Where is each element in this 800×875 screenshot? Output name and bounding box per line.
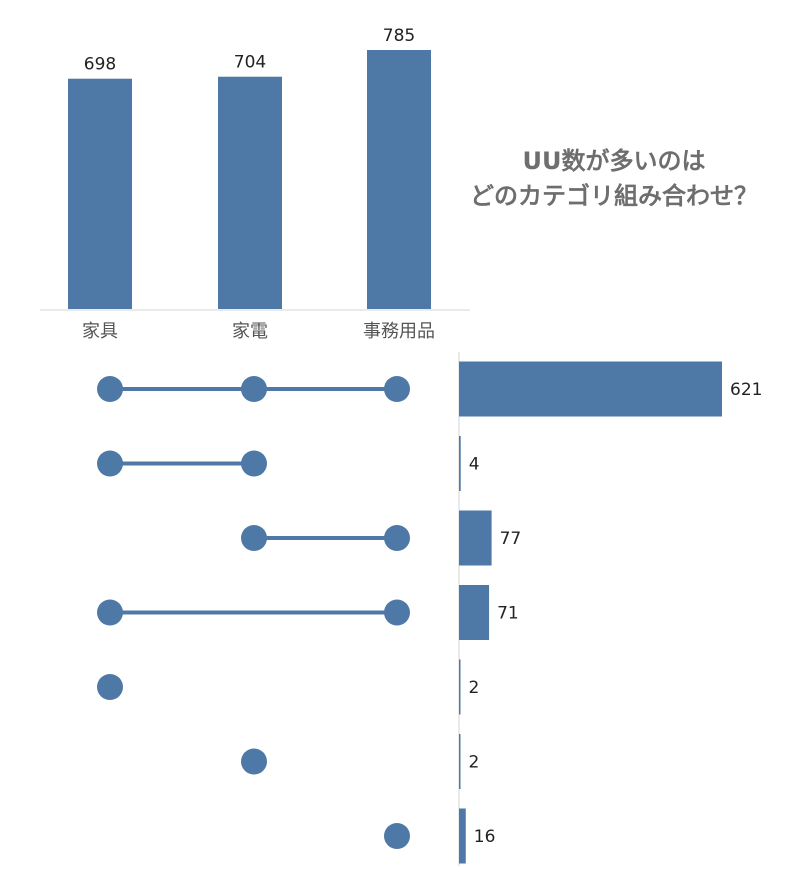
dot-row-4-set-3 [384,599,410,626]
chart-title-line-2: どのカテゴリ組み合わせ？ [470,182,758,210]
combo-bar-3 [459,510,492,566]
chart-title-line-1: UU数が多いのは [523,147,706,175]
category-tick-label-2: 家電 [232,321,268,342]
dot-row-1-set-1 [97,376,123,402]
category-tick-label-3: 事務用品 [363,321,435,342]
combination-matrix [97,376,410,849]
bar-value-label-2: 704 [234,53,266,73]
dot-row-3-set-3 [384,525,410,551]
category-axis: 家具 家電 事務用品 [40,309,470,342]
combo-value-label-2: 4 [469,455,480,475]
combo-value-label-5: 2 [469,678,480,698]
combo-value-label-6: 2 [469,753,480,773]
combo-value-label-7: 16 [474,827,496,847]
dot-row-4-set-1 [97,599,123,626]
combo-bar-5 [459,659,461,715]
dot-row-2-set-1 [97,450,123,477]
category-tick-label-1: 家具 [82,321,118,342]
bar-value-label-3: 785 [383,26,415,46]
combo-bar-2 [459,436,461,491]
dot-row-1-set-2 [241,376,267,402]
bar-value-label-1: 698 [84,55,116,75]
combo-bar-6 [459,734,461,789]
dot-row-1-set-3 [384,376,410,402]
dot-row-2-set-2 [241,450,267,477]
combo-bar-4 [459,585,490,640]
combo-value-label-4: 71 [497,604,519,624]
combo-value-label-3: 77 [500,529,522,549]
bar-3 [367,50,431,309]
dot-row-7-set-3 [384,823,410,849]
dot-row-3-set-2 [241,525,267,551]
dot-row-5-set-1 [97,674,123,700]
combo-value-label-1: 621 [730,380,762,400]
combo-bar-7 [459,808,466,864]
bar-2 [218,76,282,309]
bar-1 [68,78,132,309]
combination-counts-chart: 621 4 77 71 2 2 16 [458,352,762,866]
category-totals-chart: 698 704 785 [68,26,431,309]
dot-row-6-set-2 [241,748,267,775]
combo-bar-1 [459,361,722,417]
